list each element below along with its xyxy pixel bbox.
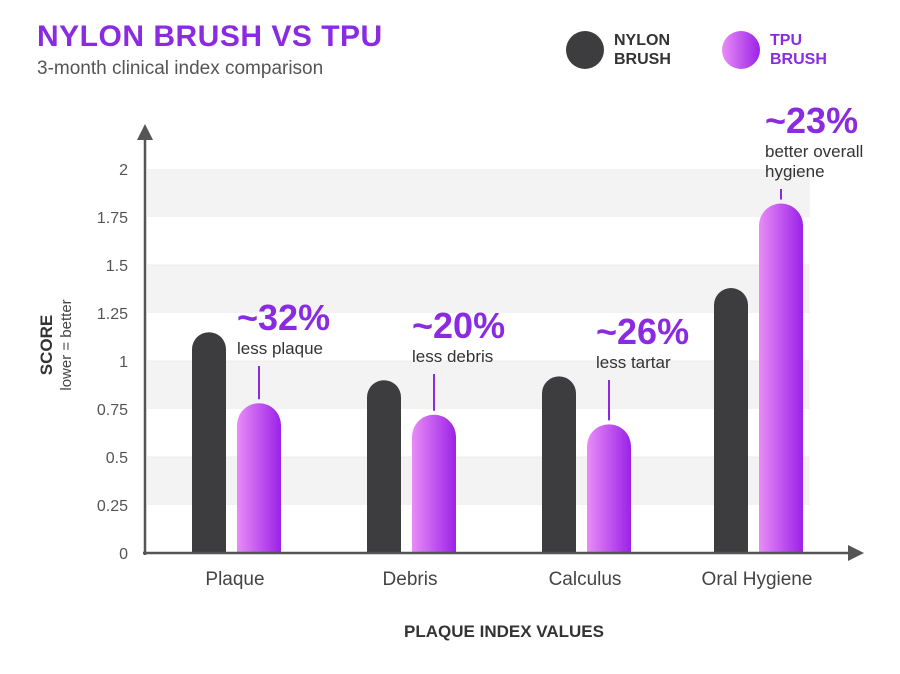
legend-label-nylon: NYLON BRUSH	[614, 31, 694, 69]
annotation-text: better overall	[765, 142, 863, 161]
bar-tpu-plaque	[237, 403, 281, 553]
x-tick-label: Calculus	[549, 569, 622, 590]
annotation-value: ~32%	[237, 297, 330, 338]
grid-band	[147, 361, 810, 409]
legend-swatch-nylon	[566, 31, 604, 69]
annotation-value: ~26%	[596, 311, 689, 352]
x-tick-labels: Plaque Debris Calculus Oral Hygiene	[205, 569, 812, 590]
grid-band	[147, 265, 810, 313]
y-axis-title: SCORE	[37, 315, 56, 375]
y-tick-labels: 0 0.25 0.5 0.75 1 1.25 1.5 1.75 2	[97, 162, 128, 563]
x-tick-label: Debris	[383, 569, 438, 590]
bar-nylon-oral-hygiene	[714, 288, 748, 553]
legend-item-nylon: NYLON BRUSH	[566, 30, 694, 70]
y-tick-label: 1.25	[97, 306, 128, 323]
x-axis-arrow	[848, 545, 864, 561]
y-tick-label: 1	[119, 354, 128, 371]
y-tick-label: 2	[119, 162, 128, 179]
grid-band	[147, 169, 810, 217]
y-tick-label: 0	[119, 546, 128, 563]
bar-tpu-debris	[412, 414, 456, 553]
y-tick-label: 1.5	[106, 258, 128, 275]
legend-label-tpu: TPU BRUSH	[770, 31, 850, 69]
bar-tpu-oral-hygiene	[759, 203, 803, 553]
x-tick-label: Plaque	[205, 569, 264, 590]
annotation-text: hygiene	[765, 162, 825, 181]
annotation-value: ~20%	[412, 305, 505, 346]
y-tick-label: 0.5	[106, 450, 128, 467]
y-axis-arrow	[137, 124, 153, 140]
chart-title: NYLON BRUSH VS TPU	[37, 20, 383, 53]
x-axis-title: PLAQUE INDEX VALUES	[404, 622, 604, 641]
bar-nylon-debris	[367, 380, 401, 553]
y-axis-subtitle: lower = better	[58, 299, 75, 390]
legend-label-nylon-line1: NYLON	[614, 32, 670, 49]
bar-nylon-calculus	[542, 376, 576, 553]
legend-label-nylon-line2: BRUSH	[614, 51, 671, 68]
y-tick-label: 0.25	[97, 498, 128, 515]
bars	[192, 203, 803, 553]
annotation-text: less debris	[412, 347, 493, 366]
bar-tpu-calculus	[587, 424, 631, 553]
grid-bands	[147, 169, 810, 554]
legend-swatch-tpu	[722, 31, 760, 69]
bar-nylon-plaque	[192, 332, 226, 553]
chart-subtitle: 3-month clinical index comparison	[37, 58, 324, 79]
legend-item-tpu: TPU BRUSH	[722, 30, 850, 70]
axes	[137, 124, 864, 561]
annotation-text: less tartar	[596, 353, 671, 372]
y-tick-label: 1.75	[97, 210, 128, 227]
annotations: ~32%less plaque ~20%less debris ~26%less t…	[237, 100, 863, 421]
annotation-text: less plaque	[237, 339, 323, 358]
x-tick-label: Oral Hygiene	[702, 569, 813, 590]
legend-label-tpu-line2: BRUSH	[770, 51, 827, 68]
annotation-value: ~23%	[765, 100, 858, 141]
legend-label-tpu-line1: TPU	[770, 32, 802, 49]
y-tick-label: 0.75	[97, 402, 128, 419]
